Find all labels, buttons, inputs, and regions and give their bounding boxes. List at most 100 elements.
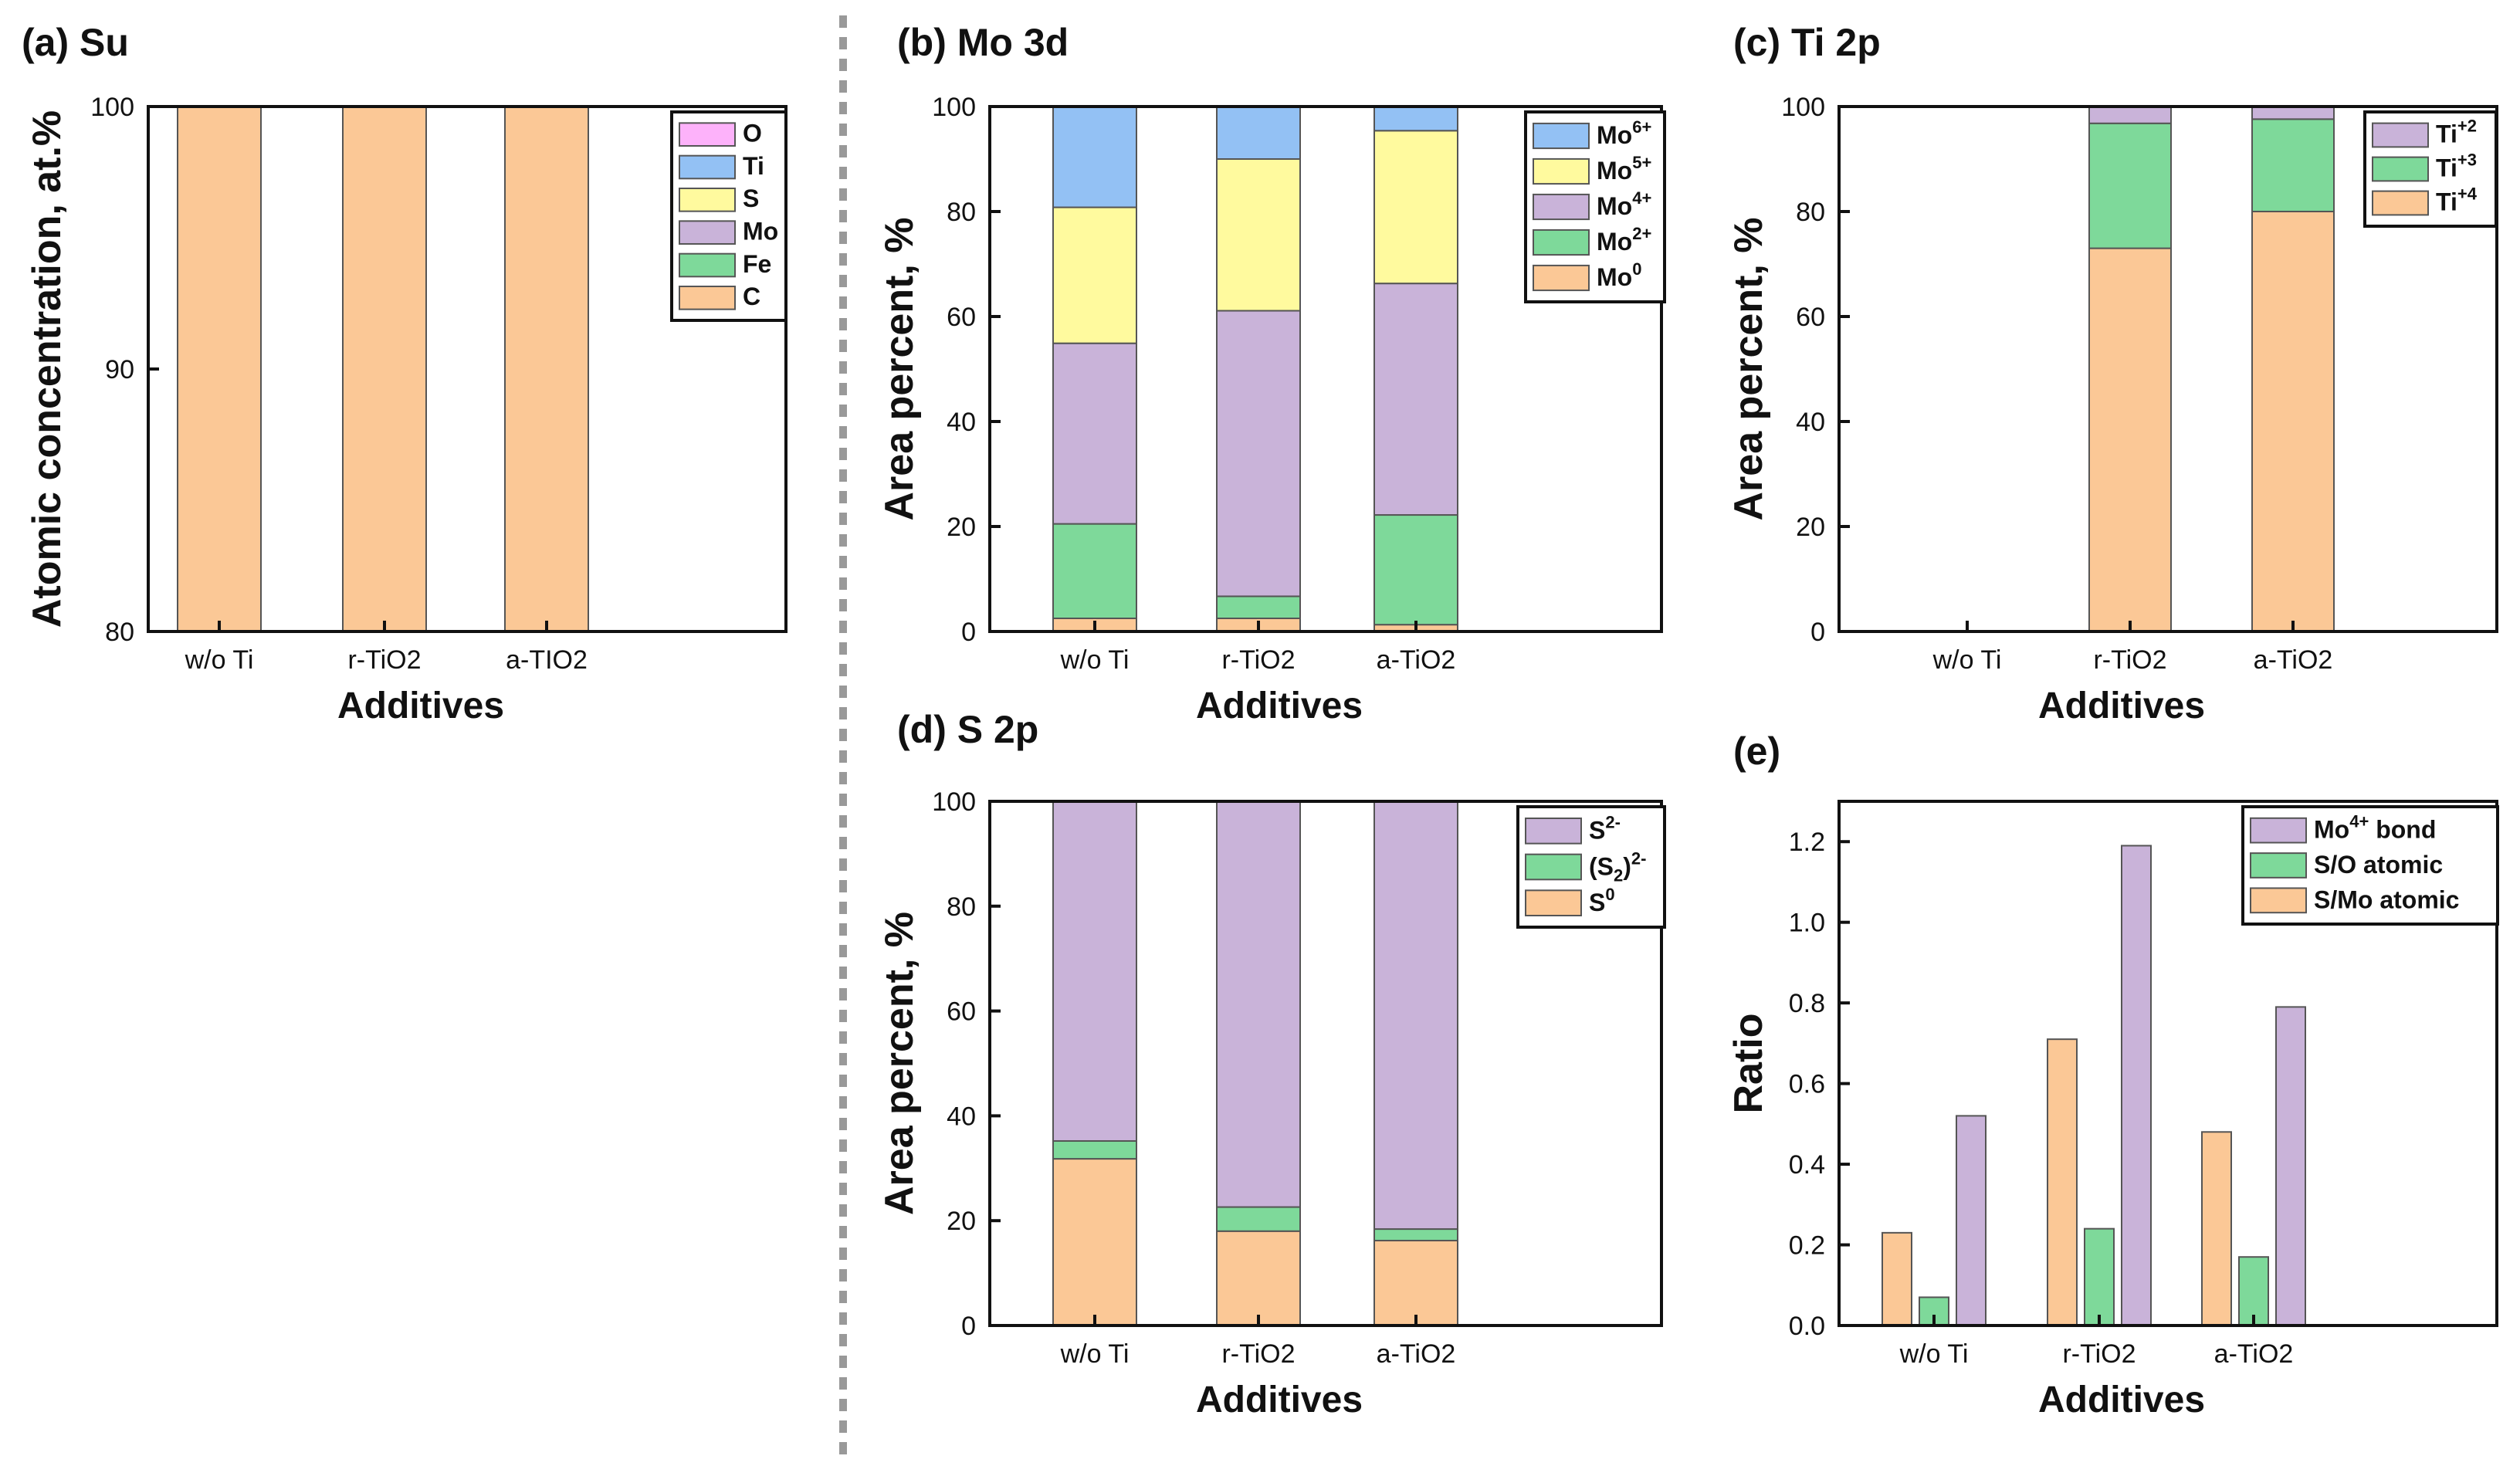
- x-tick-label: r-TiO2: [1221, 645, 1295, 675]
- x-tick-label: a-TIO2: [506, 645, 588, 675]
- y-tick-label: 60: [1796, 303, 1825, 332]
- legend-swatch-S0: [1525, 889, 1582, 917]
- bar-segment-Ti2-1: [2088, 106, 2172, 124]
- bar-Mo4bond-1: [2121, 845, 2152, 1326]
- legend-swatch-C: [679, 286, 736, 310]
- legend-label-Mo: Mo: [743, 217, 778, 245]
- legend-label-S0: S0: [1589, 885, 1615, 916]
- legend-swatch-Fe: [679, 252, 736, 278]
- legend-label-SMo: S/Mo atomic: [2314, 885, 2459, 913]
- legend: Mo6+ Mo5+Mo4+ Mo2+Mo0: [1524, 110, 1666, 303]
- panel-title: (b) Mo 3d: [897, 21, 1069, 64]
- y-tick-label: 40: [947, 1102, 976, 1131]
- legend-label-S22: (S2)2-: [1589, 848, 1646, 885]
- panel-title: (a) Su: [22, 21, 129, 64]
- chart-panel-b: (b) Mo 3d 0 20 40 60 80 100 w/o Ti r-TiO2 a-TiO2 A…: [877, 21, 1666, 726]
- legend-swatch-SMo: [2250, 887, 2307, 914]
- y-tick-label: 60: [947, 303, 976, 332]
- legend-label-Ti3: Ti+3: [2436, 151, 2477, 182]
- bar-SMo-0: [1882, 1231, 1912, 1327]
- legend-label-O: O: [743, 119, 762, 147]
- y-tick-label: 1.0: [1789, 909, 1825, 938]
- legend-swatch-Ti4: [2372, 190, 2429, 216]
- axes-frame: [988, 105, 1663, 633]
- y-tick-label: 60: [947, 997, 976, 1027]
- x-tick-label: w/o Ti: [1060, 645, 1130, 675]
- y-tick-label: 100: [932, 787, 976, 817]
- chart-panel-d: (d) S 2p 0 20 40 60 80 100 w/o Ti r-TiO2 a-TiO2 Ad…: [877, 708, 1666, 1420]
- legend: Mo4+ bond S/O atomic S/Mo atomic: [2241, 805, 2499, 926]
- y-tick-label: 80: [947, 892, 976, 922]
- bar-segment-S2-1: [1216, 801, 1301, 1208]
- bar-segment-Mo4-0: [1052, 342, 1137, 525]
- bar-segment-Ti4-1: [2088, 247, 2172, 632]
- bars: [1052, 106, 1458, 632]
- bars: [1882, 845, 2306, 1327]
- bar-segment-Mo2-1: [1216, 595, 1301, 620]
- x-tick-label: a-TiO2: [2254, 645, 2333, 675]
- y-axis-label: Atomic concentration, at.%: [25, 110, 69, 628]
- y-tick-label: 0: [1810, 618, 1825, 647]
- bar-segment-C-2: [504, 106, 589, 632]
- panel-title: (c) Ti 2p: [1733, 21, 1881, 64]
- panel-title: (d) S 2p: [897, 708, 1038, 751]
- y-tick-label: 0: [961, 618, 976, 647]
- y-tick-label: 0.6: [1789, 1070, 1825, 1099]
- bar-SMo-2: [2201, 1131, 2232, 1327]
- legend-label-C: C: [743, 283, 760, 310]
- legend: S2-(S2)2-S0: [1516, 805, 1666, 929]
- bar-segment-Mo2-0: [1052, 523, 1137, 619]
- legend: O Ti S Mo Fe C: [670, 110, 788, 322]
- x-axis-label: Additives: [337, 686, 504, 726]
- y-tick-label: 0.0: [1789, 1312, 1825, 1341]
- legend-label-Mo2: Mo2+: [1597, 224, 1651, 256]
- legend-label-Ti4: Ti+4: [2436, 185, 2478, 216]
- y-tick-label: 0.2: [1789, 1231, 1825, 1261]
- legend-swatch-Mo: [679, 220, 736, 245]
- legend-label-Ti: Ti: [743, 152, 764, 180]
- bar-segment-Mo2-2: [1373, 514, 1458, 626]
- legend-label-S2: S2-: [1589, 813, 1621, 845]
- legend-label-Mo4bond: Mo4+ bond: [2314, 812, 2436, 844]
- x-axis-label: Additives: [1196, 1380, 1363, 1420]
- legend-label-Mo6: Mo6+: [1597, 117, 1651, 149]
- bar-segment-S22-0: [1052, 1139, 1137, 1160]
- y-tick-label: 100: [932, 93, 976, 122]
- bar-segment-S2-2: [1373, 801, 1458, 1231]
- chart-panel-a: (a) Su 80 90 100 w/o Ti r-TiO2 a-TIO2Additives…: [22, 21, 788, 726]
- bar-segment-Mo4-1: [1216, 310, 1301, 598]
- legend-swatch-SO: [2250, 852, 2307, 879]
- legend-swatch-S22: [1525, 853, 1582, 881]
- bar-segment-Mo5-0: [1052, 206, 1137, 344]
- legend-label-Mo5: Mo5+: [1597, 153, 1651, 185]
- y-tick-label: 40: [1796, 408, 1825, 437]
- bar-segment-S0-0: [1052, 1158, 1137, 1326]
- axes-frame: [1838, 800, 2498, 1327]
- y-tick-label: 40: [947, 408, 976, 437]
- bar-segment-Mo4-2: [1373, 283, 1458, 516]
- bars: [1052, 801, 1458, 1327]
- legend-frame: [670, 110, 788, 322]
- legend-swatch-Mo0: [1533, 264, 1590, 292]
- x-tick-label: r-TiO2: [347, 645, 421, 675]
- panel-title: (e): [1733, 730, 1780, 773]
- legend-swatch-S2: [1525, 818, 1582, 845]
- bar-segment-Mo5-1: [1216, 158, 1301, 312]
- legend-swatch-Mo6: [1533, 122, 1590, 150]
- x-tick-label: r-TiO2: [1221, 1339, 1295, 1369]
- y-tick-label: 20: [947, 513, 976, 542]
- y-tick-label: 20: [1796, 513, 1825, 542]
- legend-label-Ti2: Ti+2: [2436, 117, 2477, 148]
- x-tick-label: a-TiO2: [1377, 645, 1456, 675]
- axes-frame: [988, 800, 1663, 1327]
- bar-segment-Mo6-1: [1216, 106, 1301, 160]
- chart-panel-c: (c) Ti 2p 0 20 40 60 80 100 w/o Ti r-TiO2 a-TiO2 A…: [1726, 21, 2498, 726]
- y-tick-label: 90: [105, 355, 134, 384]
- x-tick-label: w/o Ti: [185, 645, 254, 675]
- x-tick-label: a-TiO2: [1377, 1339, 1456, 1369]
- y-axis-label: Area percent, %: [877, 912, 922, 1215]
- y-tick-label: 100: [1781, 93, 1825, 122]
- x-axis-label: Additives: [2038, 686, 2205, 726]
- legend-swatch-O: [679, 122, 736, 147]
- legend-swatch-Ti3: [2372, 156, 2429, 182]
